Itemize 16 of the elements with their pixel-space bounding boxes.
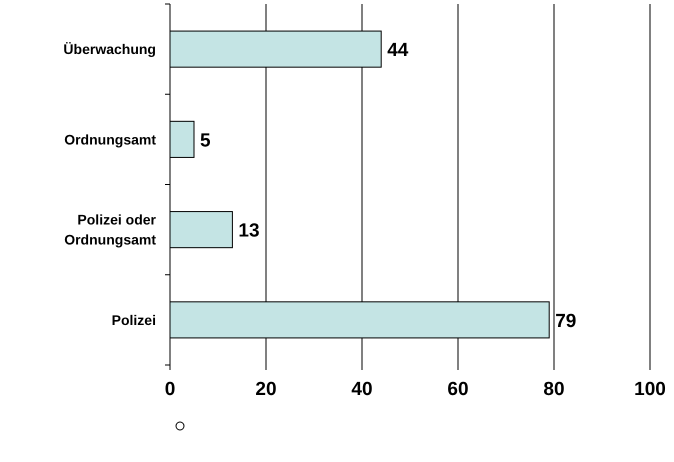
x-tick-label: 40 <box>351 379 373 400</box>
bar <box>170 211 233 248</box>
data-label: 5 <box>200 130 211 152</box>
data-label: 44 <box>387 40 409 62</box>
y-tick-label: Ordnungsamt <box>64 131 156 148</box>
y-tick-label: Polizei <box>112 312 156 328</box>
data-label: 79 <box>555 310 576 332</box>
y-tick-label: Überwachung <box>63 41 156 58</box>
x-tick-label: 0 <box>164 379 176 400</box>
x-tick-label: 80 <box>543 379 565 400</box>
x-tick-label: 100 <box>634 379 666 400</box>
bar <box>170 120 194 158</box>
x-tick-label: 60 <box>447 379 469 400</box>
x-tick-label: 20 <box>255 379 277 400</box>
y-tick-label: Polizei oder Ordnungsamt <box>64 212 157 248</box>
data-label: 13 <box>238 220 260 242</box>
